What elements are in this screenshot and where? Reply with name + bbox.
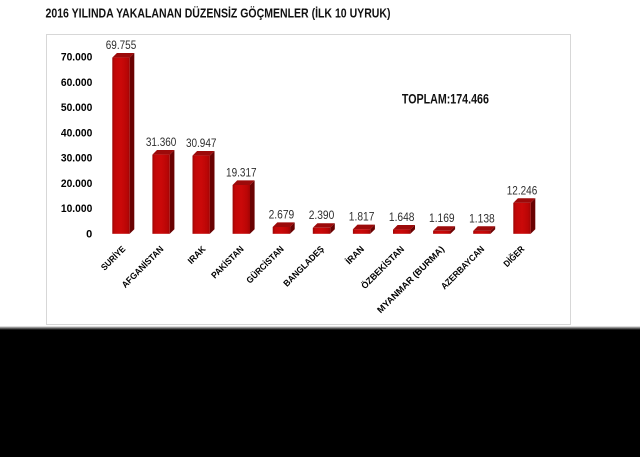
svg-text:1.169: 1.169 <box>429 213 455 225</box>
svg-text:20.000: 20.000 <box>61 178 92 190</box>
svg-text:1.817: 1.817 <box>349 212 375 224</box>
svg-text:2016 YILINDA YAKALANAN DÜZENSİ: 2016 YILINDA YAKALANAN DÜZENSİZ GÖÇMENLE… <box>46 6 391 21</box>
svg-text:30.000: 30.000 <box>61 153 92 165</box>
svg-text:10.000: 10.000 <box>61 203 92 215</box>
svg-text:40.000: 40.000 <box>61 127 92 139</box>
svg-text:19.317: 19.317 <box>226 167 257 179</box>
svg-text:50.000: 50.000 <box>61 102 92 114</box>
svg-text:12.246: 12.246 <box>507 185 538 197</box>
svg-text:60.000: 60.000 <box>61 77 92 89</box>
svg-text:31.360: 31.360 <box>146 137 177 149</box>
svg-text:TOPLAM:174.466: TOPLAM:174.466 <box>402 91 489 106</box>
svg-text:0: 0 <box>86 228 92 240</box>
svg-text:69.755: 69.755 <box>106 40 137 52</box>
svg-text:1.648: 1.648 <box>389 212 415 224</box>
svg-text:30.947: 30.947 <box>186 138 217 150</box>
svg-text:1.138: 1.138 <box>469 213 495 225</box>
svg-text:2.390: 2.390 <box>309 210 335 222</box>
svg-text:70.000: 70.000 <box>61 52 92 64</box>
svg-text:2.679: 2.679 <box>269 209 295 221</box>
